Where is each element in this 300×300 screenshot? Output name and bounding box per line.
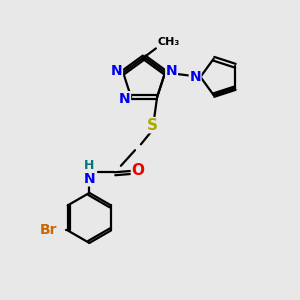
Text: O: O — [131, 163, 145, 178]
Text: N: N — [189, 70, 201, 84]
Text: N: N — [111, 64, 122, 78]
Text: Br: Br — [40, 224, 57, 237]
Text: N: N — [119, 92, 130, 106]
Text: N: N — [166, 64, 177, 78]
Text: N: N — [84, 172, 95, 186]
Text: H: H — [84, 159, 94, 172]
Text: S: S — [147, 118, 158, 133]
Text: CH₃: CH₃ — [158, 37, 180, 47]
